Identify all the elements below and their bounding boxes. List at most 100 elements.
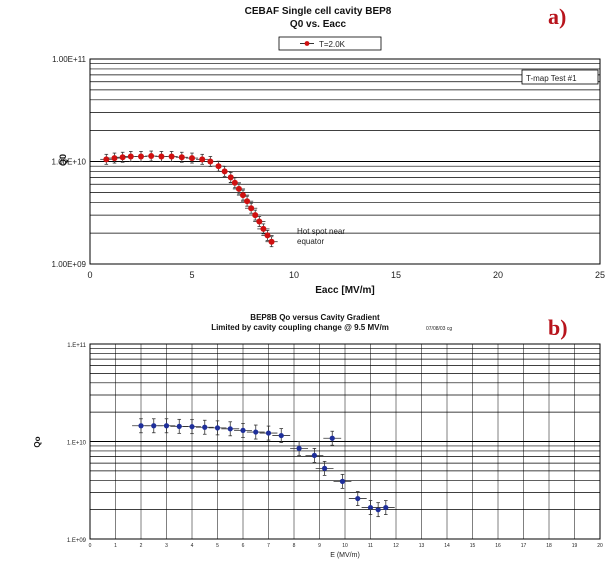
panel-b-series — [132, 418, 395, 518]
y-tick-label: 1.E+09 — [67, 538, 87, 544]
x-tick-label: 17 — [521, 543, 527, 549]
data-point — [196, 153, 209, 165]
x-tick-label: 8 — [293, 543, 296, 549]
data-point — [185, 152, 199, 164]
panel-a-label: a) — [548, 4, 566, 29]
y-tick-label: 1.E+10 — [67, 441, 87, 447]
panel-a-tmap-text: T-map Test #1 — [526, 74, 577, 83]
data-point — [236, 189, 250, 201]
panel-b-x-axis-label: E (MV/m) — [330, 552, 360, 559]
data-point — [290, 440, 309, 456]
data-point — [305, 448, 324, 463]
panel-a-x-axis-label: Eacc [MV/m] — [315, 285, 374, 296]
panel-a: CEBAF Single cell cavity BEP8 Q0 vs. Eac… — [52, 4, 605, 296]
y-tick-label: 1.00E+09 — [52, 260, 87, 269]
x-tick-label: 6 — [242, 543, 245, 549]
panel-b-y-ticks: 1.E+09 1.E+10 1.E+11 — [67, 343, 87, 544]
data-point — [165, 151, 178, 162]
panel-a-series — [100, 150, 278, 248]
x-tick-label: 7 — [267, 543, 270, 549]
panel-a-tmap-annotation: T-map Test #1 — [521, 69, 599, 85]
panel-b-x-ticks: 0 1 2 3 4 5 6 7 8 9 10 11 12 13 14 15 16 17 18 19 20 — [89, 543, 603, 549]
data-point — [221, 421, 240, 437]
data-point — [116, 151, 129, 163]
data-point — [246, 424, 265, 440]
panel-b-y-axis-label: Qo — [33, 436, 42, 447]
x-tick-label: 5 — [189, 270, 194, 280]
panel-a-legend-label: T=2.0K — [319, 40, 346, 49]
x-tick-label: 10 — [342, 543, 348, 549]
data-point — [245, 202, 258, 214]
data-point — [259, 425, 278, 441]
x-tick-label: 11 — [368, 543, 373, 549]
data-point — [249, 209, 262, 221]
data-point — [265, 236, 278, 248]
x-tick-label: 0 — [87, 270, 92, 280]
data-point — [315, 460, 334, 476]
panel-b-grid — [89, 344, 601, 540]
x-tick-label: 3 — [165, 543, 168, 549]
panel-a-hotspot-line2: equator — [297, 237, 324, 246]
y-tick-label: 1.00E+10 — [52, 158, 87, 167]
panel-b-date-note: 07/08/03 cg — [426, 326, 452, 332]
x-tick-label: 10 — [289, 270, 299, 280]
x-tick-label: 1 — [114, 543, 117, 549]
data-point — [376, 500, 395, 515]
x-tick-label: 18 — [546, 543, 552, 549]
panel-a-title: CEBAF Single cell cavity BEP8 — [245, 6, 392, 17]
data-point — [204, 156, 217, 167]
x-tick-label: 19 — [572, 543, 578, 549]
data-point — [100, 153, 113, 165]
x-tick-label: 0 — [89, 543, 92, 549]
x-tick-label: 13 — [419, 543, 425, 549]
x-tick-label: 5 — [216, 543, 219, 549]
x-tick-label: 4 — [191, 543, 194, 549]
panel-b-label: b) — [548, 315, 568, 340]
data-point — [253, 216, 266, 227]
panel-b-title: BEP8B Qo versus Cavity Gradient — [250, 313, 380, 322]
data-point — [257, 223, 270, 235]
data-point — [261, 230, 274, 241]
data-point — [348, 491, 367, 506]
data-point — [361, 500, 380, 515]
data-point — [157, 418, 176, 434]
data-point — [240, 195, 254, 207]
y-tick-label: 1.E+11 — [67, 343, 86, 349]
panel-a-y-ticks: 1.00E+09 1.00E+10 1.00E+11 — [52, 55, 87, 269]
x-tick-label: 14 — [444, 543, 450, 549]
x-tick-label: 12 — [393, 543, 399, 549]
data-point — [218, 166, 231, 177]
x-tick-label: 9 — [318, 543, 321, 549]
data-point — [323, 430, 342, 446]
data-point — [234, 422, 252, 438]
panel-a-grid — [90, 63, 600, 265]
panel-a-legend-marker — [304, 41, 310, 46]
x-tick-label: 25 — [595, 270, 605, 280]
data-point — [175, 151, 188, 163]
panel-a-y-axis-label: Q0 — [58, 154, 68, 166]
data-point — [195, 419, 214, 435]
data-point — [369, 502, 388, 518]
data-point — [208, 420, 227, 436]
x-tick-label: 15 — [391, 270, 401, 280]
panel-b: BEP8B Qo versus Cavity Gradient Limited … — [33, 313, 603, 559]
panel-a-x-ticks: 0 5 10 15 20 25 — [87, 270, 605, 280]
data-point — [134, 151, 148, 162]
data-point — [232, 183, 246, 195]
panel-a-legend: T=2.0K — [278, 36, 382, 51]
x-tick-label: 20 — [493, 270, 503, 280]
data-point — [124, 151, 137, 162]
y-tick-label: 1.00E+11 — [52, 55, 86, 64]
panel-a-hotspot-line1: Hot spot near — [297, 227, 345, 236]
panel-b-subtitle: Limited by cavity coupling change @ 9.5 … — [211, 323, 389, 332]
x-tick-label: 16 — [495, 543, 501, 549]
x-tick-label: 2 — [140, 543, 143, 549]
data-point — [183, 419, 201, 435]
x-tick-label: 20 — [597, 543, 603, 549]
data-point — [333, 473, 352, 489]
data-point — [108, 152, 121, 164]
x-tick-label: 15 — [470, 543, 476, 549]
data-point — [170, 418, 189, 434]
panel-a-subtitle: Q0 vs. Eacc — [290, 19, 347, 30]
